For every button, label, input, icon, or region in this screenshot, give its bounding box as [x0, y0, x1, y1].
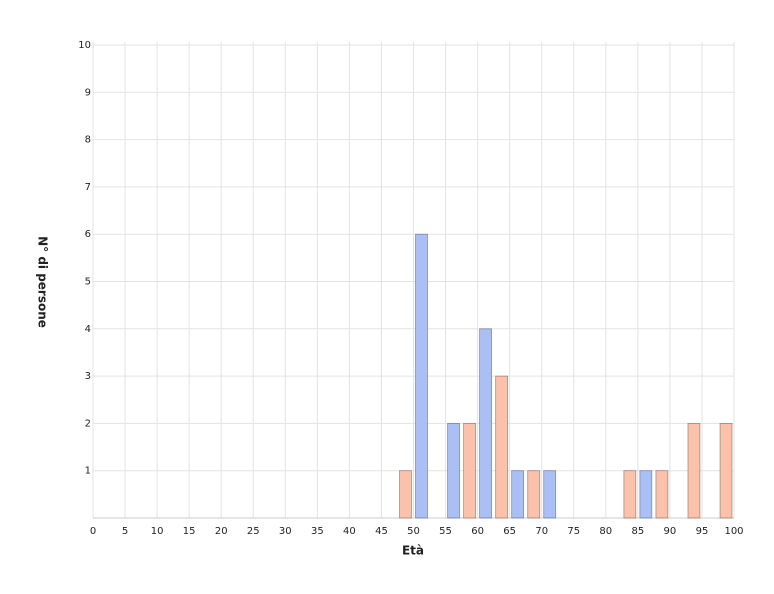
x-tick-label: 80 — [599, 526, 612, 537]
bar — [399, 470, 412, 519]
x-tick-label: 5 — [122, 526, 128, 537]
x-tick-label: 25 — [247, 526, 260, 537]
bar — [623, 470, 637, 519]
x-tick-label: 60 — [471, 526, 484, 537]
x-tick-label: 50 — [407, 526, 420, 537]
x-tick-label: 10 — [151, 526, 164, 537]
bar — [479, 328, 493, 519]
bar — [639, 470, 653, 519]
x-tick-label: 20 — [215, 526, 228, 537]
y-tick-label: 1 — [85, 466, 91, 477]
bar — [719, 422, 733, 519]
x-tick-label: 55 — [439, 526, 452, 537]
x-tick-label: 40 — [343, 526, 356, 537]
y-tick-label: 4 — [85, 324, 91, 335]
x-tick-label: 0 — [90, 526, 96, 537]
x-tick-label: 75 — [567, 526, 580, 537]
y-tick-label: 9 — [85, 87, 91, 98]
x-tick-label: 85 — [631, 526, 644, 537]
y-tick-label: 7 — [85, 182, 91, 193]
bar — [687, 422, 701, 519]
x-tick-label: 45 — [375, 526, 388, 537]
y-tick-label: 3 — [85, 371, 91, 382]
x-tick-label: 95 — [696, 526, 709, 537]
y-tick-label: 8 — [85, 135, 91, 146]
bar — [511, 470, 525, 519]
bar — [495, 375, 509, 519]
y-axis-title: N° di persone — [36, 236, 50, 328]
x-tick-label: 100 — [724, 526, 743, 537]
x-axis-title: Età — [402, 544, 424, 558]
x-tick-label: 15 — [183, 526, 196, 537]
x-tick-label: 90 — [664, 526, 677, 537]
x-tick-label: 70 — [535, 526, 548, 537]
bar — [655, 470, 669, 519]
x-tick-label: 35 — [311, 526, 324, 537]
bar — [463, 422, 477, 519]
bar — [543, 470, 557, 519]
x-tick-label: 30 — [279, 526, 292, 537]
y-tick-label: 2 — [85, 418, 91, 429]
bar — [527, 470, 541, 519]
bar — [447, 422, 460, 519]
y-tick-label: 6 — [85, 229, 91, 240]
x-tick-label: 65 — [503, 526, 516, 537]
y-tick-label: 10 — [78, 40, 91, 51]
bar — [415, 233, 428, 519]
y-tick-label: 5 — [85, 277, 91, 288]
